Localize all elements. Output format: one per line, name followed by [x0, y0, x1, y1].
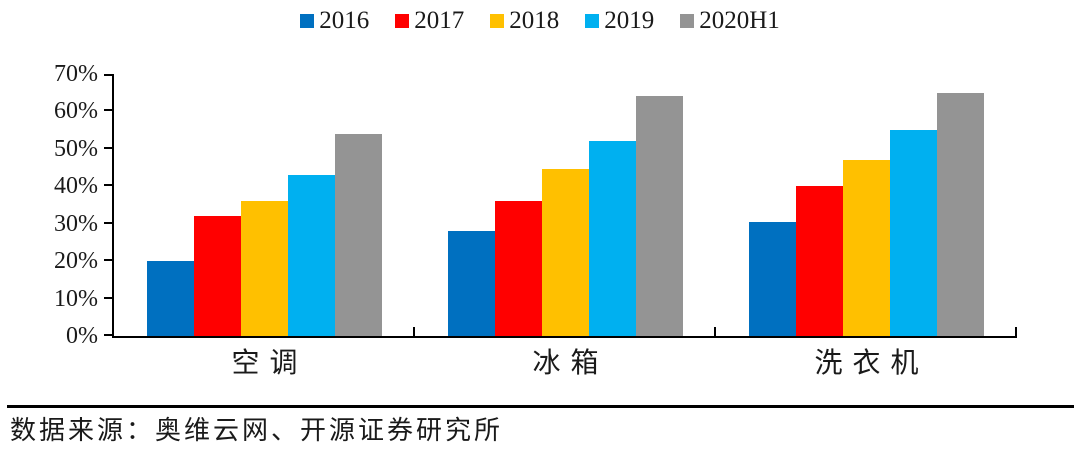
legend-swatch-icon [300, 13, 315, 28]
bar [796, 186, 843, 336]
legend-swatch-icon [585, 13, 600, 28]
legend-item: 2018 [490, 8, 559, 33]
bar [636, 96, 683, 336]
x-axis-tick [714, 327, 716, 336]
category-label: 洗衣机 [814, 348, 929, 379]
bar [241, 201, 288, 336]
bar [448, 231, 495, 336]
legend-label: 2016 [319, 7, 370, 34]
bar [843, 160, 890, 336]
bar [589, 141, 636, 336]
legend-label: 2020H1 [699, 7, 780, 34]
y-axis-label: 30% [54, 210, 98, 237]
bar [495, 201, 542, 336]
legend-swatch-icon [680, 13, 695, 28]
y-axis-tick [104, 221, 114, 224]
legend-item: 2016 [300, 8, 369, 33]
bar-group [716, 74, 1017, 336]
legend-label: 2019 [604, 7, 655, 34]
bar [890, 130, 937, 336]
y-axis-label: 60% [54, 98, 98, 125]
y-axis-tick [104, 184, 114, 187]
y-axis-label: 50% [54, 135, 98, 162]
legend-label: 2018 [509, 7, 560, 34]
category-label: 冰箱 [532, 348, 609, 379]
y-axis-label: 70% [54, 61, 98, 87]
legend-swatch-icon [490, 13, 505, 28]
y-axis-tick [104, 109, 114, 112]
legend-swatch-icon [395, 13, 410, 28]
y-axis-label: 0% [66, 323, 98, 349]
bar [288, 175, 335, 336]
bar [194, 216, 241, 336]
y-axis-label: 10% [54, 285, 98, 312]
bar [147, 261, 194, 336]
y-axis-tick [104, 296, 114, 299]
y-axis-label: 20% [54, 248, 98, 275]
y-axis-tick [104, 259, 114, 262]
bar [542, 169, 589, 336]
y-axis-tick [104, 146, 114, 149]
y-axis-tick [104, 334, 114, 336]
x-axis-tick [1015, 327, 1017, 336]
bar [335, 133, 382, 336]
plot-area: 0% 10% 20% 30% 40% 50% 60% 70% 空调 冰箱 洗衣机 [54, 62, 1017, 378]
footer-divider [7, 405, 1074, 408]
legend-item: 2017 [395, 8, 464, 33]
y-axis-label: 40% [54, 173, 98, 200]
legend: 2016 2017 2018 2019 2020H1 [0, 8, 1080, 33]
legend-label: 2017 [414, 7, 465, 34]
category-label: 空调 [231, 348, 308, 379]
data-source-note: 数据来源：奥维云网、开源证券研究所 [10, 416, 504, 445]
legend-item: 2020H1 [680, 8, 780, 33]
legend-item: 2019 [585, 8, 654, 33]
bar-group [415, 74, 716, 336]
bar [749, 221, 796, 336]
bar-group [114, 74, 415, 336]
y-axis-tick [104, 74, 114, 76]
x-axis-tick [413, 327, 415, 336]
bar [937, 92, 984, 336]
